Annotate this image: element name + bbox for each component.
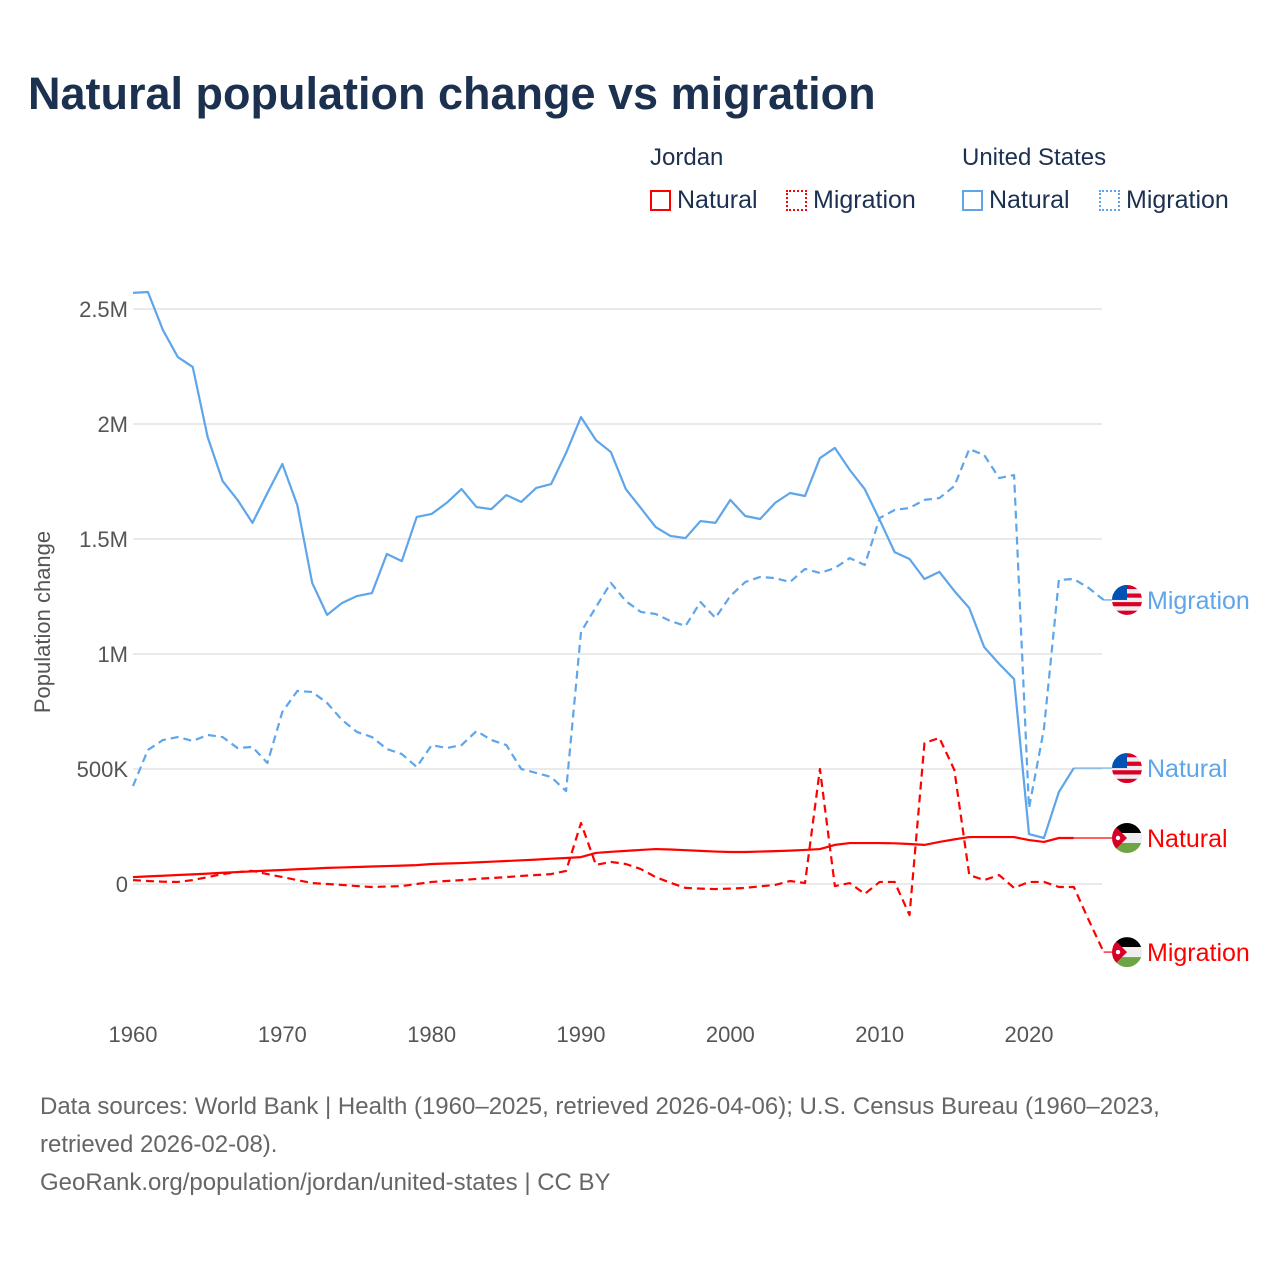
legend-jordan-natural[interactable]: Natural [650,186,758,215]
flag-stripe [1112,770,1142,775]
flag-stripe [1112,843,1142,853]
legend-label: Natural [677,186,758,214]
dotted-swatch-icon [786,190,807,211]
series-end-label: Natural [1147,755,1228,783]
flag-stripe [1112,957,1142,968]
series-line-united-states-natural [132,290,1075,840]
flag-stripe [1112,937,1142,948]
y-tick-label: 2.5M [79,297,128,322]
flag-canton [1112,753,1127,769]
y-tick-label: 1.5M [79,527,128,552]
legend-label: Migration [1126,186,1229,214]
legend-label: Migration [813,186,916,214]
source-link[interactable]: GeoRank.org/population/jordan/united-sta… [40,1169,611,1196]
footer: Data sources: World Bank | Health (1960–… [40,1088,1250,1202]
us-flag-icon [1112,753,1142,784]
flag-stripe [1112,823,1142,833]
x-tick-label: 1960 [109,1022,158,1047]
series-line-united-states-migration [131,447,1105,810]
y-tick-label: 1M [97,642,128,667]
x-tick-label: 1970 [258,1022,307,1047]
x-tick-label: 1980 [407,1022,456,1047]
jordan-flag-icon [1112,823,1142,853]
chart-title: Natural population change vs migration [28,68,876,119]
series-line-jordan-natural [132,835,1074,879]
legend-group-jordan: Jordan [650,144,724,171]
flag-stripe [1112,602,1142,607]
jordan-flag-icon [1112,937,1142,968]
solid-swatch-icon [962,190,983,211]
x-tick-label: 1990 [557,1022,606,1047]
legend-us-migration[interactable]: Migration [1099,186,1229,215]
y-tick-label: 0 [116,872,128,897]
flag-stripe [1112,610,1142,615]
series-line-jordan-migration [132,736,1105,953]
data-sources: Data sources: World Bank | Health (1960–… [40,1093,1160,1158]
flag-stripe [1112,774,1142,779]
y-axis-label: Population change [30,531,55,713]
x-tick-label: 2000 [706,1022,755,1047]
x-tick-label: 2020 [1005,1022,1054,1047]
us-flag-icon [1112,584,1142,615]
flag-star [1115,949,1121,955]
legend-label: Natural [989,186,1070,214]
flag-star [1115,835,1121,841]
flag-stripe [1112,778,1142,784]
dotted-swatch-icon [1099,190,1120,211]
y-tick-label: 500K [77,757,129,782]
flag-canton [1112,584,1127,600]
legend-us-natural[interactable]: Natural [962,186,1070,215]
solid-swatch-icon [650,190,671,211]
series-end-label: Migration [1147,939,1250,967]
flag-stripe [1112,606,1142,611]
legend-group-united-states: United States [962,144,1107,171]
legend-jordan-migration[interactable]: Migration [786,186,916,215]
series-end-label: Natural [1147,825,1228,853]
x-tick-label: 2010 [855,1022,904,1047]
series-end-label: Migration [1147,587,1250,615]
y-tick-label: 2M [97,412,128,437]
